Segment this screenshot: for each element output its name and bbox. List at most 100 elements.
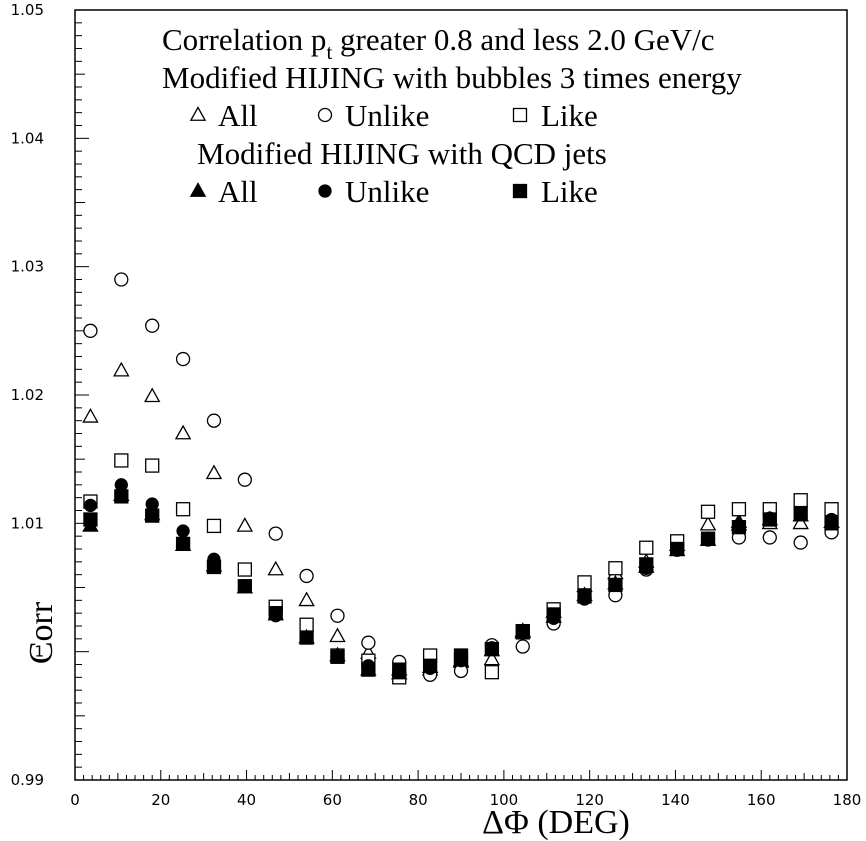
- legend-label-like-open: Like: [541, 98, 598, 133]
- series-bubbles-unlike: [83, 272, 839, 682]
- chart-title-prefix: Correlation p: [162, 22, 326, 57]
- data-point: [700, 531, 716, 546]
- y-tick-label: 1: [34, 643, 44, 661]
- data-point: [731, 502, 747, 517]
- data-point: [484, 641, 500, 657]
- data-point: [793, 535, 808, 550]
- y-tick-label: 1.03: [11, 258, 44, 276]
- y-tick-label: 1.02: [11, 386, 44, 404]
- x-tick-labels: 0 20 40 60 80 100 120 140 160 180: [70, 791, 861, 809]
- data-point: [792, 514, 809, 530]
- chart-title: Correlation pt greater 0.8 and less 2.0 …: [162, 22, 714, 64]
- data-point: [453, 648, 469, 663]
- data-point: [392, 662, 407, 677]
- data-point: [268, 606, 283, 621]
- data-point: [174, 424, 192, 440]
- data-point: [484, 665, 500, 680]
- y-tick-label: 0.99: [11, 771, 44, 789]
- x-tick-label: 100: [490, 791, 519, 809]
- data-point: [114, 478, 128, 492]
- x-tick-label: 0: [70, 791, 80, 809]
- legend-triangle-filled-icon: [189, 182, 207, 197]
- data-point: [361, 635, 376, 650]
- data-point: [793, 493, 808, 508]
- data-point: [731, 520, 747, 535]
- x-tick-label: 20: [151, 791, 170, 809]
- chart-title-suffix: greater 0.8 and less 2.0 GeV/c: [332, 22, 714, 57]
- data-point: [268, 526, 283, 541]
- data-point: [670, 541, 685, 557]
- data-point: [762, 530, 777, 545]
- legend-group-bubbles: Modified HIJING with bubbles 3 times ene…: [162, 60, 742, 95]
- data-point: [793, 505, 808, 521]
- y-tick-label: 1.04: [11, 129, 44, 147]
- data-point: [608, 561, 623, 576]
- data-point: [361, 662, 376, 677]
- legend-square-open-icon: [512, 107, 528, 123]
- data-point: [639, 557, 654, 572]
- legend-label-unlike-filled: Unlike: [345, 174, 429, 209]
- data-point: [299, 630, 314, 645]
- data-point: [143, 387, 161, 403]
- data-point: [330, 649, 345, 664]
- legend-marker-all-open: [189, 106, 207, 121]
- data-point: [608, 577, 623, 593]
- x-tick-label: 180: [833, 791, 862, 809]
- x-tick-label: 140: [661, 791, 690, 809]
- x-axis-title: ΔΦ (DEG): [482, 804, 630, 841]
- legend-group-qcd: Modified HIJING with QCD jets: [197, 136, 607, 171]
- data-points: [82, 272, 840, 685]
- data-point: [114, 272, 129, 287]
- data-point: [515, 639, 530, 654]
- data-point: [206, 518, 222, 534]
- data-point: [175, 536, 191, 552]
- data-point: [237, 579, 252, 594]
- data-point: [237, 562, 252, 577]
- legend-label-all-filled: All: [218, 174, 258, 209]
- data-point: [205, 464, 223, 480]
- series-bubbles-all: [82, 361, 840, 676]
- data-point: [298, 591, 315, 607]
- data-point: [206, 413, 222, 428]
- data-point: [824, 516, 839, 531]
- legend-triangle-open-icon: [189, 106, 207, 121]
- data-point: [114, 489, 129, 504]
- data-point: [206, 559, 222, 575]
- legend: Correlation pt greater 0.8 and less 2.0 …: [162, 22, 742, 209]
- y-tick-label: 1.05: [11, 1, 44, 19]
- data-point: [113, 361, 130, 377]
- data-point: [83, 512, 98, 527]
- data-point: [83, 498, 98, 513]
- legend-label-unlike-open: Unlike: [345, 98, 429, 133]
- series-qcd-unlike: [83, 478, 839, 679]
- series-qcd-like: [83, 489, 839, 677]
- data-point: [483, 650, 501, 666]
- data-point: [299, 568, 314, 584]
- legend-label-like-filled: Like: [541, 174, 598, 209]
- legend-marker-like-filled: [512, 183, 528, 199]
- data-point: [267, 560, 284, 576]
- data-point: [515, 623, 530, 639]
- data-point: [175, 351, 191, 367]
- y-axis-title: Corr: [23, 601, 60, 664]
- data-point: [639, 540, 654, 555]
- data-point: [83, 323, 98, 338]
- x-tick-label: 120: [575, 791, 604, 809]
- data-point: [145, 508, 160, 523]
- data-point: [236, 517, 254, 532]
- x-tick-label: 160: [747, 791, 776, 809]
- data-point: [329, 627, 346, 643]
- x-tick-label: 60: [323, 791, 342, 809]
- data-point: [145, 497, 159, 511]
- data-point: [422, 658, 438, 673]
- legend-marker-unlike-filled: [318, 184, 332, 198]
- data-point: [546, 607, 561, 622]
- data-point: [145, 318, 160, 333]
- y-tick-label: 1.01: [11, 514, 44, 532]
- data-point: [577, 589, 592, 604]
- data-point: [699, 515, 717, 531]
- data-point: [237, 472, 252, 487]
- data-point: [330, 608, 345, 623]
- chart-title-subscript: t: [326, 40, 332, 64]
- y-tick-labels: 0.99 1 1.01 1.02 1.03 1.04 1.05: [11, 1, 44, 789]
